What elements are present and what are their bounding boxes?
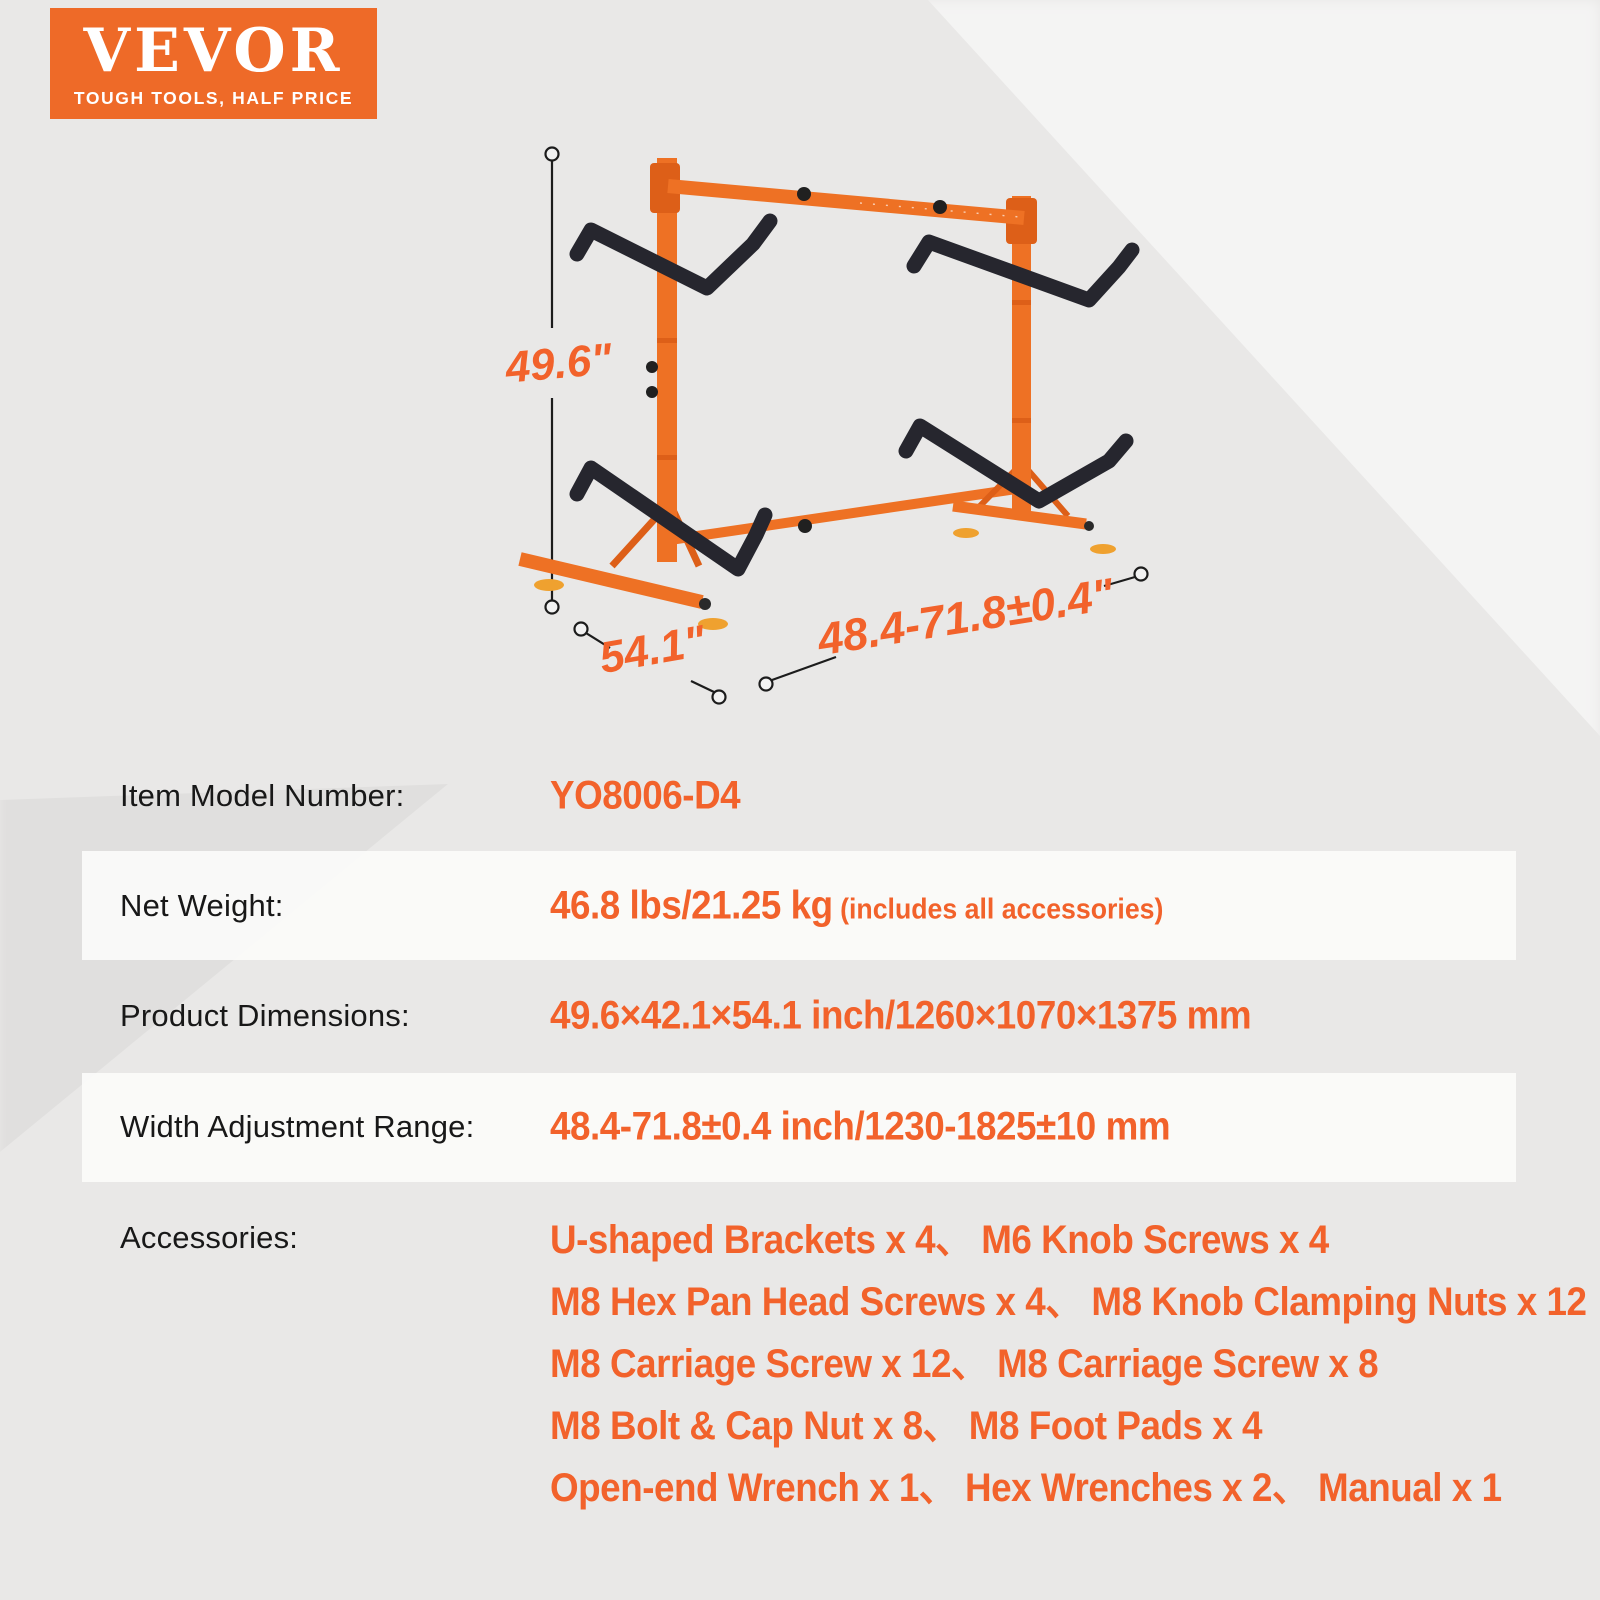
post-knob <box>646 361 658 373</box>
dimension-endpoints <box>544 146 1149 705</box>
kayak-rack <box>518 158 1140 630</box>
dimension-lines <box>550 161 1136 693</box>
left-top-bracket <box>650 163 680 213</box>
accessories-line: M8 Bolt & Cap Nut x 8、 M8 Foot Pads x 4 <box>550 1404 1263 1448</box>
foot-pad <box>534 579 564 591</box>
height-dimension-label: 49.6" <box>503 334 615 392</box>
left-post <box>657 158 677 562</box>
left-base <box>518 509 728 630</box>
foot-pad <box>698 618 728 630</box>
spec-value-width-range: 48.4-71.8±0.4 inch/1230-1825±10 mm <box>550 1104 1171 1149</box>
spec-label-dimensions: Product Dimensions: <box>120 998 410 1033</box>
spec-label-weight: Net Weight: <box>120 888 284 923</box>
depth-dimension-label: 54.1" <box>596 616 711 683</box>
accessories-line: Open-end Wrench x 1、 Hex Wrenches x 2、 M… <box>550 1466 1502 1510</box>
accessories-lines: U-shaped Brackets x 4、 M6 Knob Screws x … <box>550 1209 1600 1519</box>
right-base <box>952 459 1116 554</box>
foam-cradle-top-left <box>569 213 778 296</box>
right-post <box>1012 196 1031 513</box>
brand-name: VEVOR <box>83 15 344 86</box>
spec-value-dimensions: 49.6×42.1×54.1 inch/1260×1070×1375 mm <box>550 993 1252 1038</box>
brand-tagline: TOUGH TOOLS, HALF PRICE <box>73 87 354 108</box>
width-range-dimension-label: 48.4-71.8±0.4" <box>813 568 1118 665</box>
row-band <box>82 1073 1516 1182</box>
row-band <box>82 851 1516 960</box>
foam-cradle-mid-left <box>569 460 773 577</box>
spec-label-accessories: Accessories: <box>120 1220 299 1255</box>
crossbar-knob <box>933 200 947 214</box>
brand-logo: VEVOR TOUGH TOOLS, HALF PRICE <box>50 8 377 119</box>
spec-value-model: YO8006-D4 <box>550 773 741 818</box>
foam-cradle-mid-right <box>898 418 1134 509</box>
spec-value-weight: 46.8 lbs/21.25 kg (includes all accessor… <box>550 883 1164 928</box>
accessories-line: M8 Carriage Screw x 12、 M8 Carriage Scre… <box>550 1342 1379 1386</box>
spec-value-note: (includes all accessories) <box>832 893 1164 926</box>
right-top-bracket <box>1006 198 1037 244</box>
foam-cradles <box>569 213 1140 577</box>
accessories-line: M8 Hex Pan Head Screws x 4、 M8 Knob Clam… <box>550 1280 1587 1324</box>
spec-label-model: Item Model Number: <box>120 778 405 813</box>
top-crossbar <box>667 179 1025 225</box>
crossbar-knob <box>798 519 812 533</box>
spec-label-width-range: Width Adjustment Range: <box>120 1109 475 1144</box>
foot-pad <box>953 528 979 538</box>
crossbar-knob <box>797 187 811 201</box>
post-knob <box>646 386 658 398</box>
accessories-line: U-shaped Brackets x 4、 M6 Knob Screws x … <box>550 1218 1329 1262</box>
foot-pad <box>1090 544 1116 554</box>
foam-cradle-top-right <box>906 234 1140 308</box>
bottom-crossbar <box>669 484 1017 545</box>
